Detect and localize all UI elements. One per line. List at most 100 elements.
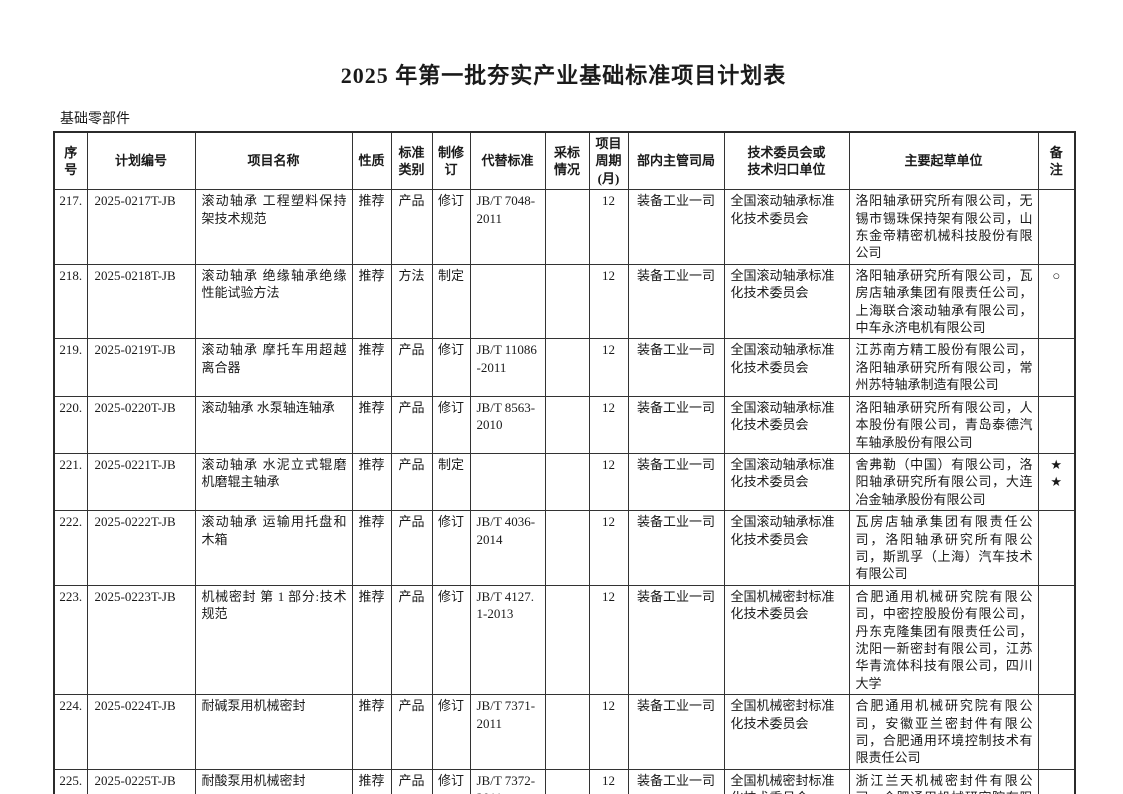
cell-remark: ○	[1037, 263, 1076, 340]
cell-index: 220.	[53, 395, 88, 454]
cell-bureau: 装备工业一司	[627, 452, 725, 512]
cell-nature: 推荐	[351, 452, 392, 512]
cell-committee: 全国滚动轴承标准化技术委员会	[723, 263, 850, 340]
table-row: 220. 2025-0220T-JB 滚动轴承 水泵轴连轴承 推荐 产品 修订 JB/T 8…	[53, 395, 1076, 454]
cell-period: 12	[588, 584, 629, 696]
table-row: 224. 2025-0224T-JB 耐碱泵用机械密封 推荐 产品 修订 JB/T 7371…	[53, 694, 1076, 770]
cell-name: 滚动轴承 绝缘轴承绝缘性能试验方法	[194, 263, 353, 340]
col-header-replaced: 代替标准	[469, 131, 546, 191]
cell-plan_no: 2025-0223T-JB	[86, 584, 196, 696]
cell-committee: 全国滚动轴承标准化技术委员会	[723, 452, 850, 512]
cell-remark	[1037, 768, 1076, 794]
cell-committee: 全国滚动轴承标准化技术委员会	[723, 395, 850, 454]
cell-bureau: 装备工业一司	[627, 584, 725, 696]
cell-nature: 推荐	[351, 584, 392, 696]
cell-committee: 全国机械密封标准化技术委员会	[723, 584, 850, 696]
cell-index: 217.	[53, 189, 88, 265]
cell-committee: 全国滚动轴承标准化技术委员会	[723, 338, 850, 397]
col-header-nature: 性质	[351, 131, 392, 191]
cell-plan_no: 2025-0218T-JB	[86, 263, 196, 340]
cell-period: 12	[588, 510, 629, 586]
cell-remark: ★ ★	[1037, 452, 1076, 512]
col-header-committee: 技术委员会或 技术归口单位	[723, 131, 850, 191]
cell-bureau: 装备工业一司	[627, 263, 725, 340]
cell-plan_no: 2025-0222T-JB	[86, 510, 196, 586]
cell-index: 224.	[53, 694, 88, 770]
cell-revision: 修订	[431, 338, 471, 397]
cell-period: 12	[588, 338, 629, 397]
cell-name: 滚动轴承 摩托车用超越离合器	[194, 338, 353, 397]
col-header-revision: 制修 订	[431, 131, 471, 191]
cell-drafters: 瓦房店轴承集团有限责任公司，洛阳轴承研究所有限公司，斯凯孚（上海）汽车技术有限公…	[848, 510, 1039, 586]
cell-category: 产品	[390, 510, 433, 586]
cell-category: 产品	[390, 768, 433, 794]
cell-replaced: JB/T 7371-2011	[469, 694, 546, 770]
cell-bureau: 装备工业一司	[627, 768, 725, 794]
section-label: 基础零部件	[60, 112, 130, 127]
cell-drafters: 浙江兰天机械密封件有限公司，合肥通用机械研究院有限公司，天华化工机械及自动化研究…	[848, 768, 1039, 794]
cell-nature: 推荐	[351, 694, 392, 770]
cell-revision: 修订	[431, 189, 471, 265]
cell-bureau: 装备工业一司	[627, 338, 725, 397]
cell-category: 产品	[390, 584, 433, 696]
col-header-adoption: 采标 情况	[544, 131, 590, 191]
cell-replaced: JB/T 4036-2014	[469, 510, 546, 586]
cell-drafters: 洛阳轴承研究所有限公司，瓦房店轴承集团有限责任公司，上海联合滚动轴承有限公司，中…	[848, 263, 1039, 340]
cell-name: 滚动轴承 水泥立式辊磨机磨辊主轴承	[194, 452, 353, 512]
cell-name: 机械密封 第 1 部分:技术规范	[194, 584, 353, 696]
cell-period: 12	[588, 768, 629, 794]
cell-name: 滚动轴承 水泵轴连轴承	[194, 395, 353, 454]
cell-committee: 全国机械密封标准化技术委员会	[723, 768, 850, 794]
cell-index: 219.	[53, 338, 88, 397]
page-title: 2025 年第一批夯实产业基础标准项目计划表	[340, 63, 787, 88]
cell-category: 产品	[390, 452, 433, 512]
cell-period: 12	[588, 263, 629, 340]
cell-adoption	[544, 694, 590, 770]
plan-table: 序 号计划编号 项目名称 性质 标准 类别 制修 订代替标准 采标 情况 项目 周期 (月)…	[53, 131, 1076, 794]
col-header-drafters: 主要起草单位	[848, 131, 1039, 191]
cell-bureau: 装备工业一司	[627, 395, 725, 454]
cell-drafters: 洛阳轴承研究所有限公司，人本股份有限公司，青岛泰德汽车轴承股份有限公司	[848, 395, 1039, 454]
cell-category: 产品	[390, 189, 433, 265]
col-header-category: 标准 类别	[390, 131, 433, 191]
cell-plan_no: 2025-0221T-JB	[86, 452, 196, 512]
cell-period: 12	[588, 452, 629, 512]
cell-committee: 全国机械密封标准化技术委员会	[723, 694, 850, 770]
col-header-plan_no: 计划编号	[86, 131, 196, 191]
cell-replaced: JB/T 8563-2010	[469, 395, 546, 454]
cell-nature: 推荐	[351, 338, 392, 397]
cell-replaced	[469, 263, 546, 340]
cell-category: 产品	[390, 694, 433, 770]
table-row: 217. 2025-0217T-JB 滚动轴承 工程塑料保持架技术规范 推荐 产品 修订 J…	[53, 189, 1076, 265]
cell-index: 222.	[53, 510, 88, 586]
cell-category: 产品	[390, 395, 433, 454]
cell-nature: 推荐	[351, 510, 392, 586]
cell-period: 12	[588, 694, 629, 770]
col-header-index: 序 号	[53, 131, 88, 191]
cell-replaced: JB/T 4127.1-2013	[469, 584, 546, 696]
col-header-remark: 备 注	[1037, 131, 1076, 191]
cell-drafters: 合肥通用机械研究院有限公司，中密控股股份有限公司，丹东克隆集团有限责任公司，沈阳…	[848, 584, 1039, 696]
cell-index: 221.	[53, 452, 88, 512]
cell-nature: 推荐	[351, 189, 392, 265]
cell-remark	[1037, 338, 1076, 397]
cell-period: 12	[588, 189, 629, 265]
cell-bureau: 装备工业一司	[627, 189, 725, 265]
cell-revision: 修订	[431, 510, 471, 586]
cell-remark	[1037, 510, 1076, 586]
cell-remark	[1037, 189, 1076, 265]
cell-adoption	[544, 263, 590, 340]
cell-replaced: JB/T 11086-2011	[469, 338, 546, 397]
cell-remark	[1037, 584, 1076, 696]
cell-revision: 制定	[431, 452, 471, 512]
cell-plan_no: 2025-0224T-JB	[86, 694, 196, 770]
cell-plan_no: 2025-0225T-JB	[86, 768, 196, 794]
cell-nature: 推荐	[351, 395, 392, 454]
cell-remark	[1037, 395, 1076, 454]
table-header-row: 序 号计划编号 项目名称 性质 标准 类别 制修 订代替标准 采标 情况 项目 周期 (月)…	[53, 131, 1076, 191]
cell-bureau: 装备工业一司	[627, 694, 725, 770]
table-row: 219. 2025-0219T-JB 滚动轴承 摩托车用超越离合器 推荐 产品 修订 JB/…	[53, 338, 1076, 397]
cell-drafters: 舍弗勒（中国）有限公司，洛阳轴承研究所有限公司，大连冶金轴承股份有限公司	[848, 452, 1039, 512]
table-row: 222. 2025-0222T-JB 滚动轴承 运输用托盘和木箱 推荐 产品 修订 JB/T…	[53, 510, 1076, 586]
cell-revision: 修订	[431, 768, 471, 794]
